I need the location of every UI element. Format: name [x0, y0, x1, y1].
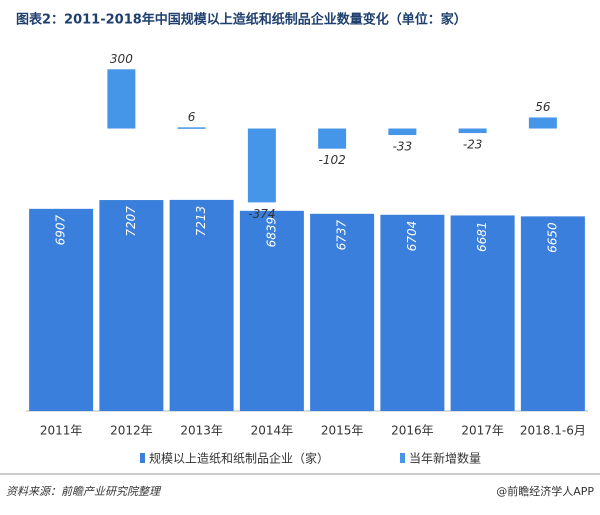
bar: [380, 214, 445, 411]
value-label: 7207: [124, 206, 138, 237]
value-label: -33: [393, 140, 413, 154]
change-bar: [177, 127, 206, 129]
change-bar: [318, 128, 347, 149]
value-label: 300: [110, 52, 133, 66]
value-label: -102: [319, 153, 346, 167]
chart-title: 图表2：2011-2018年中国规模以上造纸和纸制品企业数量变化（单位：家）: [16, 12, 467, 28]
source: 资料来源：前瞻产业研究院整理: [6, 485, 162, 498]
legend-label: 当年新增数量: [409, 451, 481, 466]
change-bar: [107, 69, 136, 129]
x-tick-label: 2015年: [321, 424, 364, 438]
value-label: 6839: [264, 217, 278, 248]
change-bar: [247, 128, 276, 203]
legend-swatch: [400, 453, 405, 463]
credit: @前瞻经济学人APP: [496, 484, 594, 498]
value-label: 6: [188, 110, 196, 124]
bar: [520, 216, 585, 411]
value-label: -23: [463, 138, 483, 152]
value-label: -374: [248, 207, 275, 221]
bar: [99, 200, 164, 411]
legend-swatch: [140, 453, 145, 463]
bar: [169, 199, 234, 411]
x-tick-label: 2011年: [40, 424, 83, 438]
value-label: 7213: [194, 206, 208, 237]
x-tick-label: 2012年: [110, 424, 153, 438]
bar: [450, 215, 515, 411]
x-tick-label: 2017年: [461, 424, 504, 438]
value-label: 6737: [335, 219, 349, 250]
x-tick-label: 2016年: [391, 424, 434, 438]
bar: [239, 210, 304, 411]
value-label: 6907: [54, 214, 68, 245]
change-bar: [528, 117, 557, 129]
value-label: 6681: [475, 221, 489, 252]
value-label: 6704: [405, 221, 419, 252]
x-tick-label: 2013年: [180, 424, 223, 438]
change-bar: [458, 128, 487, 134]
bar: [310, 213, 375, 411]
x-tick-label: 2014年: [251, 424, 294, 438]
bar: [29, 208, 94, 411]
value-label: 56: [535, 100, 551, 114]
value-label: 6650: [545, 222, 559, 253]
legend-label: 规模以上造纸和纸制品企业（家）: [149, 451, 329, 466]
change-bar: [388, 128, 417, 136]
x-tick-label: 2018.1-6月: [520, 424, 586, 438]
